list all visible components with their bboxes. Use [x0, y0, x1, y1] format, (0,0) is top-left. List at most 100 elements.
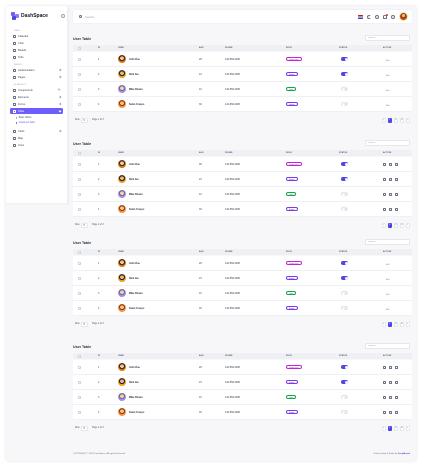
sidebar-item-boards[interactable]: Boards: [10, 47, 63, 53]
brand[interactable]: DashSpace: [11, 11, 48, 21]
more-actions-icon[interactable]: •••: [386, 102, 390, 107]
prev-page-icon[interactable]: ‹: [381, 426, 386, 431]
table-row[interactable]: 2 Nick Jas 23 443-868-2098 Admin: [73, 375, 412, 390]
global-search-input[interactable]: [85, 13, 165, 20]
view-icon[interactable]: [383, 395, 386, 399]
view-icon[interactable]: [383, 162, 386, 166]
table-row[interactable]: 2 Nick Jas 23 443-868-2098 Admin: [73, 172, 412, 187]
page-button[interactable]: 1: [387, 223, 392, 228]
page-button[interactable]: 3: [399, 322, 404, 327]
table-row[interactable]: 3 Mike Riveza 19 443-868-2098 User: [73, 390, 412, 405]
row-checkbox[interactable]: [78, 192, 81, 196]
view-icon[interactable]: [383, 207, 386, 211]
status-toggle[interactable]: [341, 192, 348, 197]
page-button[interactable]: 2: [393, 426, 398, 431]
sidebar-item-elements[interactable]: Elements: [10, 94, 63, 100]
table-row[interactable]: 1 John Doe 28 443-868-2098 Supervisor: [73, 157, 412, 172]
edit-icon[interactable]: [389, 410, 392, 414]
row-checkbox[interactable]: [78, 261, 81, 265]
prev-page-icon[interactable]: ‹: [381, 118, 386, 123]
status-toggle[interactable]: [341, 380, 348, 385]
status-toggle[interactable]: [341, 261, 348, 266]
delete-icon[interactable]: [395, 207, 398, 211]
notification-bell-icon[interactable]: [383, 14, 388, 19]
delete-icon[interactable]: [395, 395, 398, 399]
row-checkbox[interactable]: [78, 395, 81, 399]
table-search-input[interactable]: [365, 239, 410, 245]
prev-page-icon[interactable]: ‹: [381, 223, 386, 228]
sidebar-collapse-icon[interactable]: [61, 14, 65, 18]
edit-icon[interactable]: [389, 162, 392, 166]
prev-page-icon[interactable]: ‹: [381, 322, 386, 327]
select-all-checkbox[interactable]: [78, 151, 81, 155]
delete-icon[interactable]: [395, 162, 398, 166]
page-button[interactable]: 3: [399, 118, 404, 123]
status-toggle[interactable]: [341, 291, 348, 296]
sidebar-item-components[interactable]: Components 12: [10, 87, 63, 93]
row-checkbox[interactable]: [78, 276, 81, 280]
select-all-checkbox[interactable]: [78, 250, 81, 254]
table-row[interactable]: 3 Mike Riveza 19 443-868-2098 User: [73, 187, 412, 202]
sidebar-item-pages[interactable]: Pages: [10, 74, 63, 80]
status-toggle[interactable]: [341, 276, 348, 281]
row-checkbox[interactable]: [78, 102, 81, 106]
sidebar-subitem-basic-tables[interactable]: Basic Tables: [16, 117, 32, 119]
edit-icon[interactable]: [389, 192, 392, 196]
status-toggle[interactable]: [341, 162, 348, 167]
status-toggle[interactable]: [341, 207, 348, 212]
table-row[interactable]: 4 Selen Crespo 30 443-868-2098 Admin •••: [73, 97, 412, 112]
delete-icon[interactable]: [395, 365, 398, 369]
rows-per-page-select[interactable]: 5: [81, 118, 88, 123]
status-toggle[interactable]: [341, 57, 348, 62]
table-search-input[interactable]: [365, 35, 410, 41]
table-row[interactable]: 3 Mike Riveza 19 443-868-2098 User •••: [73, 286, 412, 301]
edit-icon[interactable]: [389, 177, 392, 181]
sidebar-item-calendar[interactable]: Calendar: [10, 33, 63, 39]
row-checkbox[interactable]: [78, 87, 81, 91]
select-all-checkbox[interactable]: [78, 46, 81, 50]
refresh-icon[interactable]: [391, 14, 395, 19]
dark-mode-icon[interactable]: [367, 14, 371, 19]
next-page-icon[interactable]: ›: [405, 223, 410, 228]
row-checkbox[interactable]: [78, 410, 81, 414]
view-icon[interactable]: [383, 365, 386, 369]
table-search-input[interactable]: [365, 343, 410, 349]
status-toggle[interactable]: [341, 306, 348, 311]
sidebar-item-forms[interactable]: Forms: [10, 101, 63, 107]
status-toggle[interactable]: [341, 72, 348, 77]
sidebar-item-authentication[interactable]: Authentication: [10, 67, 63, 73]
row-checkbox[interactable]: [78, 306, 81, 310]
sidebar-item-chart[interactable]: Chart: [10, 128, 63, 134]
table-search-input[interactable]: [365, 140, 410, 146]
view-icon[interactable]: [383, 380, 386, 384]
next-page-icon[interactable]: ›: [405, 426, 410, 431]
rows-per-page-select[interactable]: 5: [81, 223, 88, 228]
sidebar-item-todo[interactable]: Todo: [10, 54, 63, 60]
language-flag-icon[interactable]: [358, 14, 363, 19]
status-toggle[interactable]: [341, 177, 348, 182]
sidebar-item-map[interactable]: Map: [10, 135, 63, 141]
page-button[interactable]: 1: [387, 426, 392, 431]
page-button[interactable]: 1: [387, 322, 392, 327]
credit-link[interactable]: FoxiyBrand: [397, 453, 410, 455]
user-avatar[interactable]: [399, 12, 408, 21]
more-actions-icon[interactable]: •••: [386, 72, 390, 77]
edit-icon[interactable]: [389, 395, 392, 399]
next-page-icon[interactable]: ›: [405, 118, 410, 123]
delete-icon[interactable]: [395, 192, 398, 196]
row-checkbox[interactable]: [78, 207, 81, 211]
delete-icon[interactable]: [395, 177, 398, 181]
table-row[interactable]: 2 Nick Jas 23 443-868-2098 Admin •••: [73, 271, 412, 286]
table-row[interactable]: 2 Nick Jas 23 443-868-2098 Admin •••: [73, 67, 412, 82]
table-row[interactable]: 4 Selen Crespo 30 443-868-2098 Admin: [73, 405, 412, 420]
edit-icon[interactable]: [389, 365, 392, 369]
status-toggle[interactable]: [341, 365, 348, 370]
row-checkbox[interactable]: [78, 380, 81, 384]
settings-icon[interactable]: [375, 14, 379, 19]
page-button[interactable]: 2: [393, 118, 398, 123]
more-actions-icon[interactable]: •••: [386, 87, 390, 92]
rows-per-page-select[interactable]: 5: [81, 426, 88, 431]
more-actions-icon[interactable]: •••: [386, 306, 390, 311]
more-actions-icon[interactable]: •••: [386, 261, 390, 266]
view-icon[interactable]: [383, 410, 386, 414]
